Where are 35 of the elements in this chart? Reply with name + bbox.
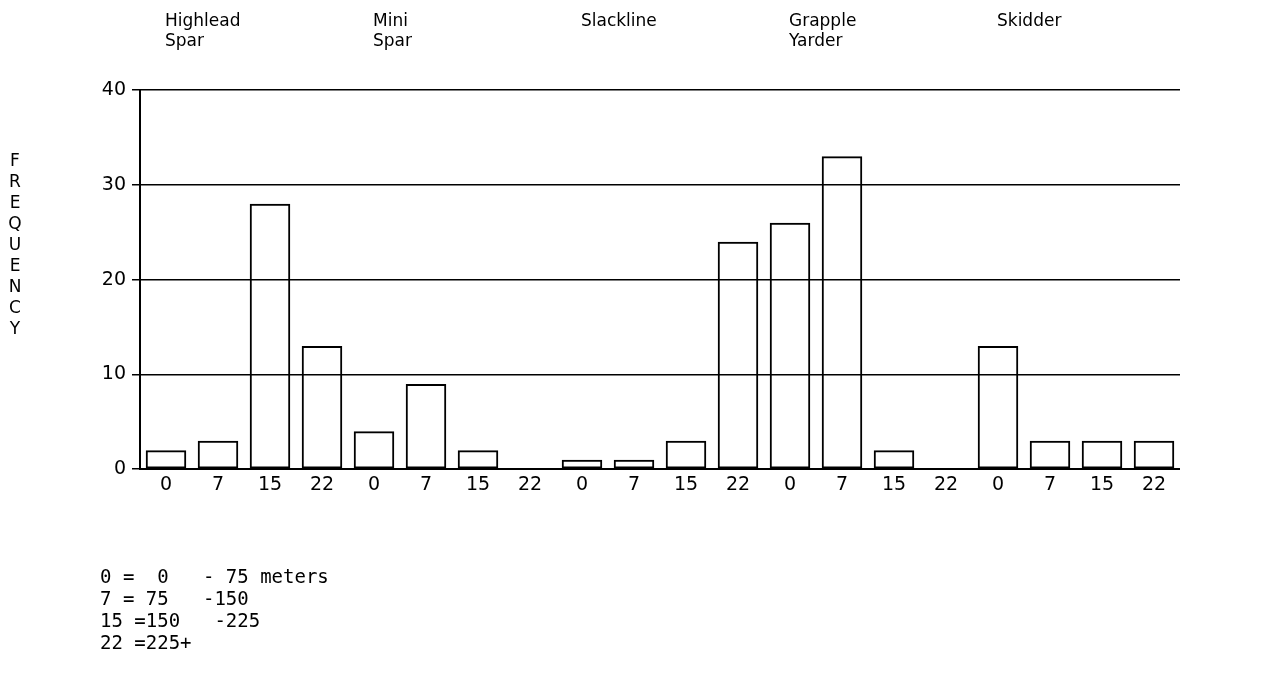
x-tick-label: 15 xyxy=(1089,471,1115,494)
chart-title: Slackline xyxy=(581,10,657,30)
x-tick-label: 7 xyxy=(211,471,225,494)
x-tick-label: 7 xyxy=(627,471,641,494)
y-tick-label: 40 xyxy=(101,76,126,99)
x-tick-label: 22 xyxy=(933,471,959,494)
x-tick-label: 0 xyxy=(367,471,381,494)
chart-title: Mini Spar xyxy=(373,10,412,50)
x-tick-label: 7 xyxy=(1043,471,1057,494)
text: 15 =150 -225 xyxy=(100,609,261,631)
y-tick-label: 30 xyxy=(101,171,126,194)
y-tick-label: 0 xyxy=(113,456,126,479)
text: 7 = 75 -150 xyxy=(100,587,249,609)
y-tick-label: 10 xyxy=(101,361,126,384)
chart-title: Highlead Spar xyxy=(165,10,241,50)
x-tick-label: 15 xyxy=(257,471,283,494)
chart-title: Skidder xyxy=(997,10,1062,30)
x-tick-label: 0 xyxy=(575,471,589,494)
x-tick-label: 22 xyxy=(1141,471,1167,494)
x-tick-label: 15 xyxy=(673,471,699,494)
x-tick-label: 0 xyxy=(159,471,173,494)
y-tick-label: 20 xyxy=(101,266,126,289)
x-tick-label: 0 xyxy=(783,471,797,494)
text: 0 = 0 - 75 meters xyxy=(100,565,329,587)
text: FREQUENCY xyxy=(8,150,22,338)
text: 22 =225+ xyxy=(100,631,192,653)
x-tick-label: 0 xyxy=(991,471,1005,494)
x-tick-label: 22 xyxy=(725,471,751,494)
x-tick-label: 15 xyxy=(465,471,491,494)
x-tick-label: 22 xyxy=(517,471,543,494)
x-tick-label: 22 xyxy=(309,471,335,494)
x-tick-label: 15 xyxy=(881,471,907,494)
x-tick-label: 7 xyxy=(835,471,849,494)
x-tick-label: 7 xyxy=(419,471,433,494)
chart-title: Grapple Yarder xyxy=(789,10,857,50)
